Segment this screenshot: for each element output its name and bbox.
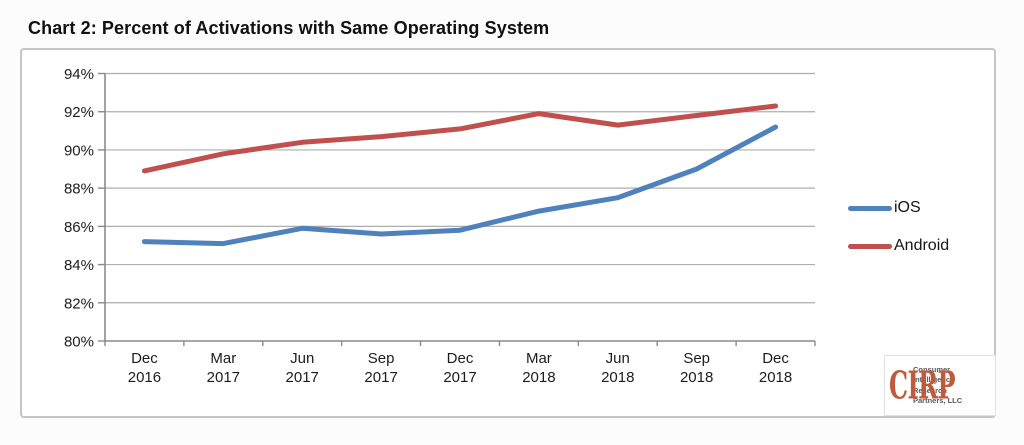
x-tick-label-sep-2017: Sep 2017 [364, 350, 397, 386]
x-tick-label-mar-2017: Mar 2017 [207, 350, 240, 386]
cirp-logo-text: Consumer Intelligence Research Partners,… [913, 365, 962, 406]
ios-line-swatch [848, 205, 892, 211]
x-tick-label-mar-2018: Mar 2018 [522, 350, 555, 386]
legend-label-ios: iOS [894, 199, 921, 216]
chart-container [20, 48, 996, 418]
cirp-logo-line: Research [913, 385, 947, 395]
legend-item-android: Android [848, 236, 949, 256]
cirp-logo: CIRP Consumer Intelligence Research Part… [884, 355, 996, 416]
y-tick-label-84: 84% [64, 257, 94, 274]
y-tick-label-86: 86% [64, 219, 94, 236]
y-tick-label-80: 80% [64, 334, 94, 351]
y-tick-label-92: 92% [64, 104, 94, 121]
legend-label-android: Android [894, 237, 950, 254]
cirp-logo-line: Intelligence [913, 375, 955, 385]
x-tick-label-jun-2018: Jun 2018 [601, 350, 634, 386]
android-line-swatch [848, 243, 892, 249]
series-line-ios [141, 124, 779, 247]
series-line-android [141, 103, 779, 174]
chart-title: Chart 2: Percent of Activations with Sam… [28, 18, 550, 38]
cirp-logo-line: Consumer [913, 365, 951, 375]
y-tick-label-90: 90% [64, 142, 94, 159]
x-tick-label-jun-2017: Jun 2017 [286, 350, 319, 386]
cirp-logo-line: Partners, LLC [913, 395, 963, 405]
legend: iOS Android [848, 198, 949, 256]
x-tick-label-dec-2016: Dec 2016 [128, 350, 161, 386]
legend-item-ios: iOS [848, 198, 949, 218]
y-tick-label-94: 94% [64, 66, 94, 83]
x-tick-label-sep-2018: Sep 2018 [680, 350, 713, 386]
y-tick-label-82: 82% [64, 295, 94, 312]
x-tick-label-dec-2018: Dec 2018 [759, 350, 792, 386]
y-tick-label-88: 88% [64, 181, 94, 198]
cirp-logo-acronym: CIRP [889, 362, 956, 408]
x-tick-label-dec-2017: Dec 2017 [443, 350, 476, 386]
